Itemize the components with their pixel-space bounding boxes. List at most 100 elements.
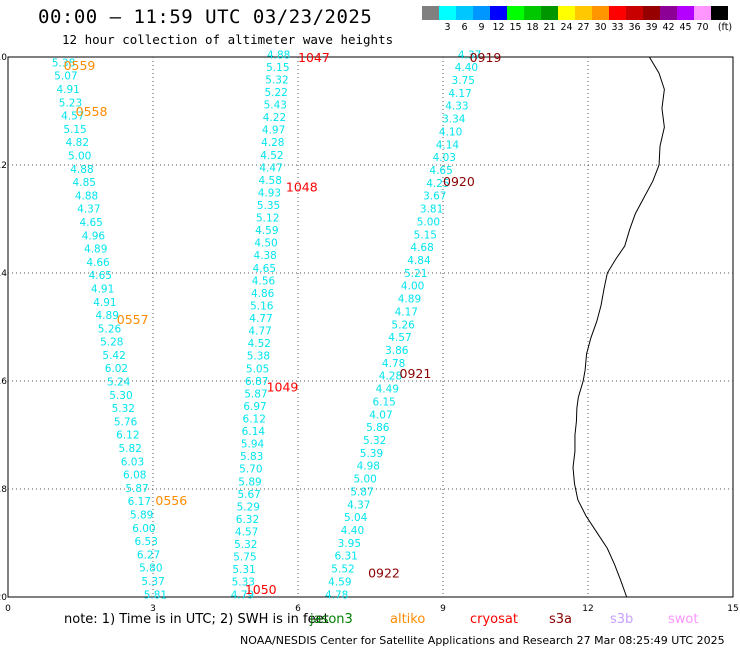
wave-height-value: 6.32 bbox=[236, 514, 259, 526]
wave-height-value: 4.59 bbox=[328, 576, 351, 588]
wave-height-value: 5.43 bbox=[264, 100, 287, 112]
pass-number-label: 0920 bbox=[443, 174, 475, 189]
wave-height-value: 4.65 bbox=[429, 165, 452, 177]
colorbar-tick-label: 30 bbox=[594, 22, 607, 33]
wave-height-value: 4.97 bbox=[262, 125, 285, 137]
wave-height-value: 5.87 bbox=[350, 486, 373, 498]
wave-height-labels: 5.385.074.915.234.575.154.825.004.884.85… bbox=[52, 49, 481, 601]
wave-height-value: 5.87 bbox=[125, 483, 148, 495]
wave-height-value: 4.68 bbox=[410, 242, 433, 254]
wave-height-value: 6.02 bbox=[105, 363, 128, 375]
wave-height-value: 4.89 bbox=[398, 294, 421, 306]
wave-height-value: 4.00 bbox=[401, 281, 424, 293]
colorbar-cell bbox=[490, 6, 507, 20]
wave-height-value: 5.80 bbox=[139, 563, 162, 575]
wave-height-value: 5.82 bbox=[118, 443, 141, 455]
footer-note: note: 1) Time is in UTC; 2) SWH is in fe… bbox=[64, 612, 329, 627]
wave-height-value: 5.16 bbox=[250, 300, 274, 312]
wave-height-value: 5.32 bbox=[234, 539, 257, 551]
wave-height-value: 4.84 bbox=[407, 255, 431, 267]
x-tick-label: 0 bbox=[5, 604, 11, 614]
pass-number-label: 0557 bbox=[117, 312, 149, 327]
colorbar-tick-label: 36 bbox=[628, 22, 641, 33]
wave-height-value: 4.37 bbox=[458, 49, 481, 61]
wave-height-value: 4.50 bbox=[254, 238, 277, 250]
wave-height-value: 4.88 bbox=[75, 190, 98, 202]
wave-height-value: 4.28 bbox=[261, 137, 284, 149]
pass-number-label: 1048 bbox=[286, 180, 318, 195]
wave-height-value: 4.59 bbox=[255, 225, 278, 237]
wave-height-value: 5.23 bbox=[59, 97, 82, 109]
pass-number-label: 1049 bbox=[267, 379, 299, 394]
wave-height-value: 4.40 bbox=[455, 62, 478, 74]
pass-number-label: 1050 bbox=[245, 582, 277, 597]
colorbar-cell bbox=[439, 6, 456, 20]
wave-height-value: 6.12 bbox=[116, 430, 139, 442]
colorbar-cell bbox=[524, 6, 541, 20]
mission-legend-item: s3a bbox=[549, 612, 573, 627]
x-tick-label: 9 bbox=[440, 604, 446, 614]
colorbar-tick-label: 3 bbox=[444, 22, 451, 33]
page-title: 00:00 – 11:59 UTC 03/23/2025 bbox=[38, 6, 373, 28]
wave-height-value: 5.24 bbox=[107, 377, 131, 389]
wave-height-value: 4.88 bbox=[267, 49, 290, 61]
wave-height-value: 4.66 bbox=[86, 257, 110, 269]
colorbar-tick-label: 15 bbox=[509, 22, 522, 33]
pass-number-label: 0921 bbox=[400, 366, 432, 381]
colorbar-unit: (ft) bbox=[717, 22, 733, 33]
wave-height-value: 4.96 bbox=[82, 230, 106, 242]
wave-height-value: 3.75 bbox=[452, 75, 475, 87]
wave-height-value: 4.91 bbox=[93, 297, 116, 309]
wave-height-value: 6.00 bbox=[132, 523, 155, 535]
wave-height-value: 5.94 bbox=[241, 439, 265, 451]
wave-height-value: 4.22 bbox=[263, 112, 286, 124]
colorbar-cell bbox=[711, 6, 728, 20]
colorbar-tick-label: 24 bbox=[560, 22, 573, 33]
colorbar-cell bbox=[694, 6, 711, 20]
wave-height-value: 5.30 bbox=[109, 390, 132, 402]
wave-height-value: 4.77 bbox=[249, 313, 272, 325]
wave-height-value: 5.87 bbox=[244, 388, 267, 400]
y-tick-label: -16 bbox=[0, 377, 7, 387]
wave-height-value: 4.38 bbox=[253, 250, 276, 262]
colorbar-cell bbox=[507, 6, 524, 20]
colorbar-cell bbox=[575, 6, 592, 20]
x-tick-label: 6 bbox=[295, 604, 301, 614]
pass-number-label: 0559 bbox=[64, 58, 96, 73]
wave-height-value: 6.53 bbox=[135, 536, 158, 548]
grid-layer bbox=[7, 56, 734, 598]
wave-height-value: 4.86 bbox=[251, 288, 275, 300]
wave-height-value: 5.32 bbox=[112, 403, 135, 415]
colorbar-cell bbox=[677, 6, 694, 20]
wave-height-value: 5.15 bbox=[63, 124, 86, 136]
y-tick-label: -18 bbox=[0, 485, 7, 495]
wave-height-value: 5.83 bbox=[240, 451, 263, 463]
colorbar-cell bbox=[473, 6, 490, 20]
mission-legend-item: swot bbox=[668, 612, 699, 627]
wave-height-value: 4.57 bbox=[388, 332, 411, 344]
wave-height-value: 4.82 bbox=[66, 137, 89, 149]
wave-height-value: 5.89 bbox=[130, 510, 153, 522]
wave-height-value: 5.75 bbox=[233, 552, 256, 564]
wave-height-value: 4.65 bbox=[253, 263, 276, 275]
wave-height-value: 4.77 bbox=[248, 326, 271, 338]
y-tick-label: -20 bbox=[0, 593, 7, 603]
wave-height-value: 6.08 bbox=[123, 470, 146, 482]
mission-legend-item: altiko bbox=[390, 612, 426, 627]
y-tick-label: -10 bbox=[0, 53, 7, 63]
x-tick-label: 15 bbox=[727, 604, 738, 614]
wave-height-value: 4.89 bbox=[84, 244, 107, 256]
wave-height-value: 5.26 bbox=[391, 319, 415, 331]
wave-height-value: 5.00 bbox=[417, 216, 440, 228]
wave-height-value: 5.39 bbox=[360, 448, 383, 460]
wave-height-value: 3.34 bbox=[442, 114, 466, 126]
wave-height-value: 5.04 bbox=[344, 512, 368, 524]
colorbar-cell bbox=[609, 6, 626, 20]
wave-height-value: 3.81 bbox=[420, 204, 443, 216]
colorbar-tick-label: 33 bbox=[611, 22, 624, 33]
colorbar-tick-label: 39 bbox=[645, 22, 658, 33]
wave-height-value: 6.27 bbox=[137, 549, 160, 561]
wave-height-value: 6.15 bbox=[372, 396, 395, 408]
wave-height-value: 5.21 bbox=[404, 268, 427, 280]
wave-height-value: 4.91 bbox=[56, 84, 79, 96]
